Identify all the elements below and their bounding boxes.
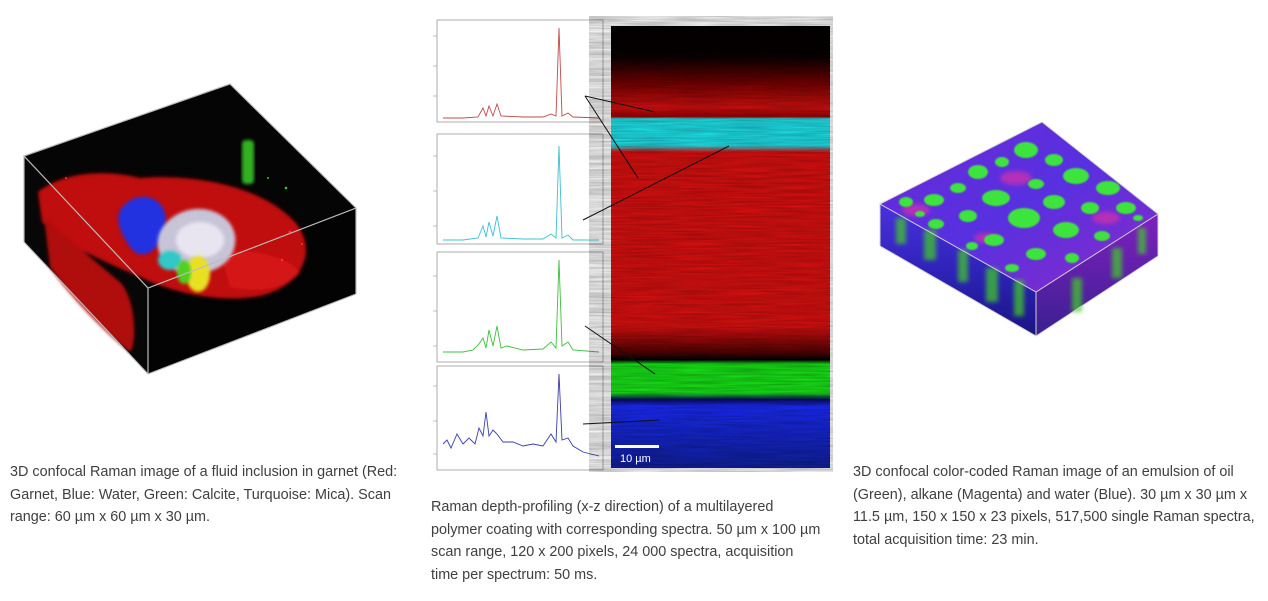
depth-profile-image [611, 26, 830, 468]
polymer-figure-caption: Raman depth-profiling (x-z direction) of… [431, 499, 821, 583]
garnet-raman-3d-image [22, 83, 358, 375]
scale-bar-label: 10 µm [620, 453, 651, 465]
garnet-figure-caption: 3D confocal Raman image of a fluid inclu… [10, 464, 398, 525]
emulsion-raman-3d-image [878, 121, 1159, 337]
emulsion-figure-caption: 3D confocal color-coded Raman image of a… [853, 464, 1255, 548]
raman-spectra-panels [433, 19, 604, 471]
scale-bar [615, 445, 659, 448]
polymer-depth-profile-figure: 10 µm [433, 19, 830, 471]
